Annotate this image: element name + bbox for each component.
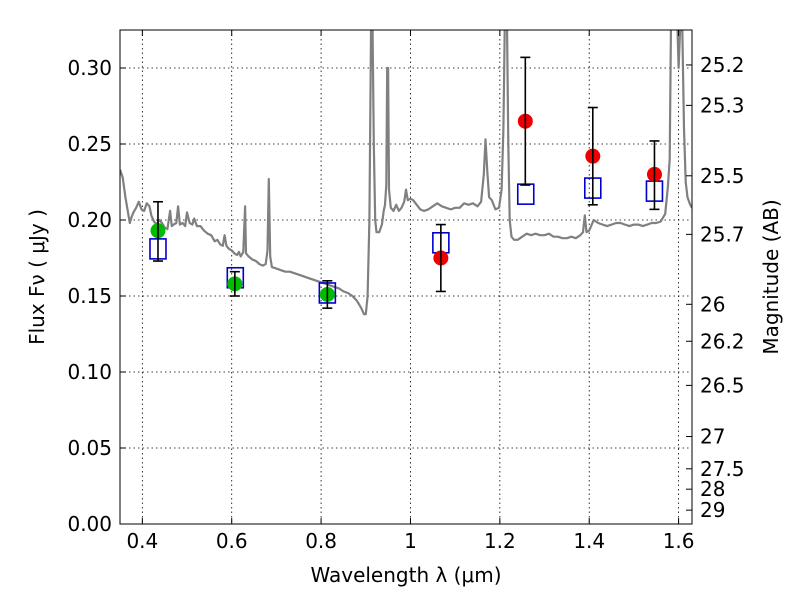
x-tick-label: 0.4 xyxy=(126,529,158,553)
right-tick-label: 27.5 xyxy=(700,457,745,481)
y-tick-label: 0.05 xyxy=(67,436,112,460)
x-tick-label: 0.8 xyxy=(305,529,337,553)
y-tick-label: 0.20 xyxy=(67,208,112,232)
x-axis-label: Wavelength λ (μm) xyxy=(310,563,501,587)
right-tick-label: 25.2 xyxy=(700,53,745,77)
y-tick-label: 0.25 xyxy=(67,132,112,156)
right-tick-label: 29 xyxy=(700,498,725,522)
right-axis-label: Magnitude (AB) xyxy=(759,199,783,354)
model-photometry-square xyxy=(516,183,535,205)
x-tick-label: 1.4 xyxy=(573,529,605,553)
y-axis-label: Flux Fν ( μJy ) xyxy=(25,209,49,345)
plot-area xyxy=(120,30,692,316)
right-tick-label: 26 xyxy=(700,292,725,316)
x-tick-label: 1.2 xyxy=(484,529,516,553)
x-tick-label: 1 xyxy=(404,529,417,553)
grid-lines xyxy=(120,30,692,525)
y-tick-label: 0.30 xyxy=(67,56,112,80)
right-tick-label: 25.3 xyxy=(700,93,745,117)
x-tick-label: 0.6 xyxy=(216,529,248,553)
right-tick-label: 25.5 xyxy=(700,164,745,188)
y-tick-label: 0.00 xyxy=(67,512,112,536)
y-tick-label: 0.15 xyxy=(67,284,112,308)
right-tick-label: 26.5 xyxy=(700,373,745,397)
x-tick-label: 1.6 xyxy=(663,529,695,553)
axis-ticks: 0.4 0.6 0.8 1 1.2 1.4 1.6 0.00 0.05 0.10 0.15 0.20 0… xyxy=(67,30,745,553)
right-tick-label: 27 xyxy=(700,425,725,449)
right-tick-label: 25.7 xyxy=(700,222,745,246)
right-tick-label: 26.2 xyxy=(700,329,745,353)
y-tick-label: 0.10 xyxy=(67,360,112,384)
model-spectrum-line xyxy=(120,30,692,316)
right-tick-label: 28 xyxy=(700,477,725,501)
plot-frame xyxy=(119,29,693,525)
